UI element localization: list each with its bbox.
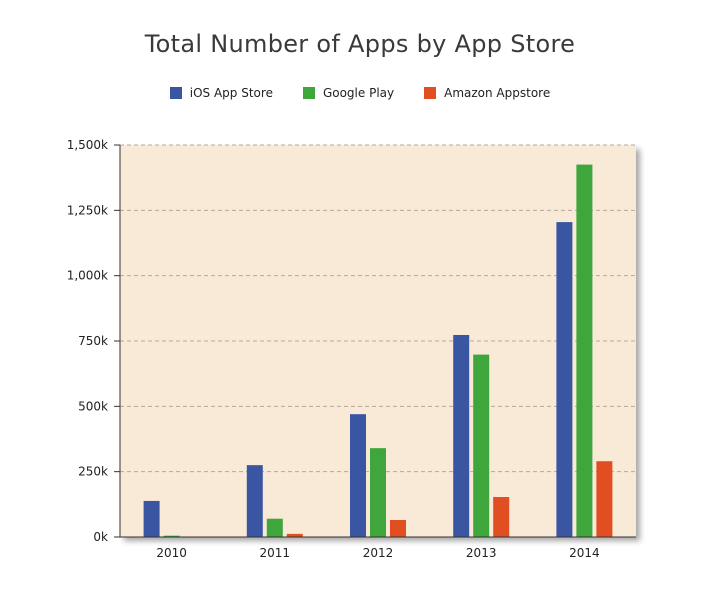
x-tick-label: 2013 bbox=[466, 546, 497, 560]
bar-ios-app-store-2014 bbox=[556, 222, 573, 538]
y-tick-label: 750k bbox=[78, 334, 108, 348]
legend-item-google-play: Google Play bbox=[302, 86, 395, 100]
y-tick-label: 1,000k bbox=[67, 269, 108, 283]
chart-title: Total Number of Apps by App Store bbox=[144, 30, 576, 58]
y-tick-label: 1,500k bbox=[67, 138, 108, 152]
bar-ios-app-store-2012 bbox=[350, 414, 366, 537]
legend: iOS App Store Google Play Amazon Appstor… bbox=[0, 86, 720, 100]
bars bbox=[143, 164, 613, 538]
x-tick-label: 2012 bbox=[363, 546, 394, 560]
y-tick-label: 250k bbox=[78, 465, 108, 479]
bar-ios-app-store-2011 bbox=[246, 465, 263, 537]
legend-swatch-google-play bbox=[302, 87, 315, 99]
x-tick-label: 2010 bbox=[156, 546, 187, 560]
bar-ios-app-store-2010 bbox=[143, 500, 160, 537]
grid-lines bbox=[120, 144, 636, 473]
bar-google-play-2010 bbox=[163, 535, 180, 537]
legend-swatch-amazon bbox=[424, 87, 437, 99]
y-tick-label: 1,250k bbox=[67, 203, 108, 217]
legend-item-ios: iOS App Store bbox=[169, 86, 273, 100]
bar-amazon-appstore-2013 bbox=[493, 497, 510, 537]
x-tick-label: 2014 bbox=[569, 546, 600, 560]
axes: 0k 250k 500k 750k 1,000k 1,250k 1,500k 2010 2011… bbox=[67, 138, 636, 560]
bar-google-play-2014 bbox=[576, 164, 593, 537]
y-tick-label: 500k bbox=[78, 399, 108, 413]
legend-swatch-ios bbox=[169, 87, 182, 99]
bar-google-play-2012 bbox=[370, 448, 386, 537]
y-tick-label: 0k bbox=[93, 530, 108, 544]
bar-ios-app-store-2013 bbox=[453, 334, 470, 537]
bar-amazon-appstore-2012 bbox=[390, 520, 406, 537]
bar-amazon-appstore-2014 bbox=[596, 461, 613, 537]
bar-amazon-appstore-2011 bbox=[286, 533, 303, 537]
bar-google-play-2013 bbox=[473, 354, 490, 537]
legend-label-ios: iOS App Store bbox=[189, 86, 273, 100]
bar-google-play-2011 bbox=[266, 518, 283, 537]
x-tick-label: 2011 bbox=[260, 546, 291, 560]
legend-label-amazon: Amazon Appstore bbox=[444, 86, 551, 100]
legend-item-amazon: Amazon Appstore bbox=[424, 86, 550, 100]
legend-label-google-play: Google Play bbox=[322, 86, 395, 100]
